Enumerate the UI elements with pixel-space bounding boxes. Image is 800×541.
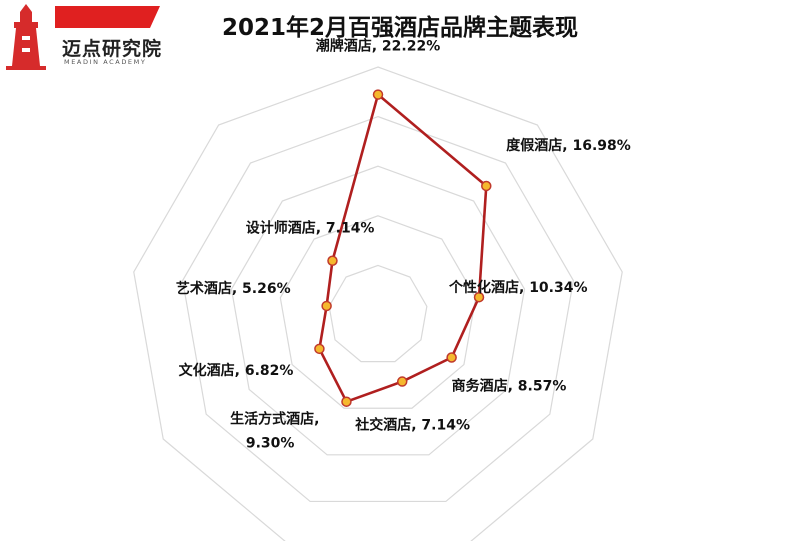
data-label-line: 社交酒店, 7.14% bbox=[354, 417, 470, 434]
data-label-2: 个性化酒店, 10.34% bbox=[448, 279, 588, 296]
lighthouse-icon bbox=[6, 4, 160, 70]
data-label-5: 生活方式酒店, 9.30% bbox=[230, 411, 319, 452]
data-point-6 bbox=[314, 343, 325, 355]
data-label-6: 文化酒店, 6.82% bbox=[179, 362, 294, 379]
data-point-1 bbox=[481, 180, 492, 192]
data-label-line: 9.30% bbox=[246, 436, 295, 452]
chart-title: 2021年2月百强酒店品牌主题表现 bbox=[221, 15, 579, 41]
data-point-3 bbox=[446, 352, 457, 363]
data-point-0 bbox=[372, 89, 384, 100]
data-label-8: 设计师酒店, 7.14% bbox=[246, 220, 375, 237]
meadin-logo: 迈点研究院 MEADIN ACADEMY bbox=[0, 0, 170, 72]
data-point-8 bbox=[327, 255, 338, 266]
data-point-4 bbox=[396, 376, 408, 387]
data-label-line: 潮牌酒店, 22.22% bbox=[316, 38, 441, 55]
series-line bbox=[318, 93, 488, 403]
data-point-7 bbox=[321, 300, 332, 312]
radar-labels: 潮牌酒店, 22.22% 度假酒店, 16.98% 个性化酒店, 10.34% 商务酒… bbox=[176, 38, 631, 452]
data-point-5 bbox=[341, 396, 352, 407]
logo-subtitle: MEADIN ACADEMY bbox=[64, 58, 147, 66]
data-label-3: 商务酒店, 8.57% bbox=[452, 378, 567, 395]
data-label-line: 艺术酒店, 5.26% bbox=[176, 280, 291, 297]
radar-series bbox=[318, 93, 488, 403]
grid-ring-3 bbox=[230, 165, 526, 456]
data-label-7: 艺术酒店, 5.26% bbox=[176, 280, 291, 297]
grid-ring-4 bbox=[181, 115, 575, 503]
data-label-line: 生活方式酒店, bbox=[230, 411, 319, 428]
grid-ring-5 bbox=[133, 66, 623, 541]
data-label-0: 潮牌酒店, 22.22% bbox=[316, 38, 441, 55]
data-label-line: 个性化酒店, 10.34% bbox=[448, 279, 588, 296]
data-label-line: 商务酒店, 8.57% bbox=[452, 378, 567, 395]
radar-grid bbox=[133, 66, 623, 541]
radar-markers bbox=[314, 89, 492, 407]
grid-ring-2 bbox=[279, 215, 477, 409]
data-label-line: 设计师酒店, 7.14% bbox=[246, 220, 375, 237]
data-label-1: 度假酒店, 16.98% bbox=[506, 137, 631, 154]
logo-name: 迈点研究院 bbox=[62, 38, 163, 60]
data-label-line: 文化酒店, 6.82% bbox=[179, 362, 294, 379]
grid-ring-1 bbox=[328, 264, 428, 363]
data-point-2 bbox=[473, 291, 485, 303]
data-label-4: 社交酒店, 7.14% bbox=[354, 417, 470, 434]
data-label-line: 度假酒店, 16.98% bbox=[506, 137, 631, 154]
